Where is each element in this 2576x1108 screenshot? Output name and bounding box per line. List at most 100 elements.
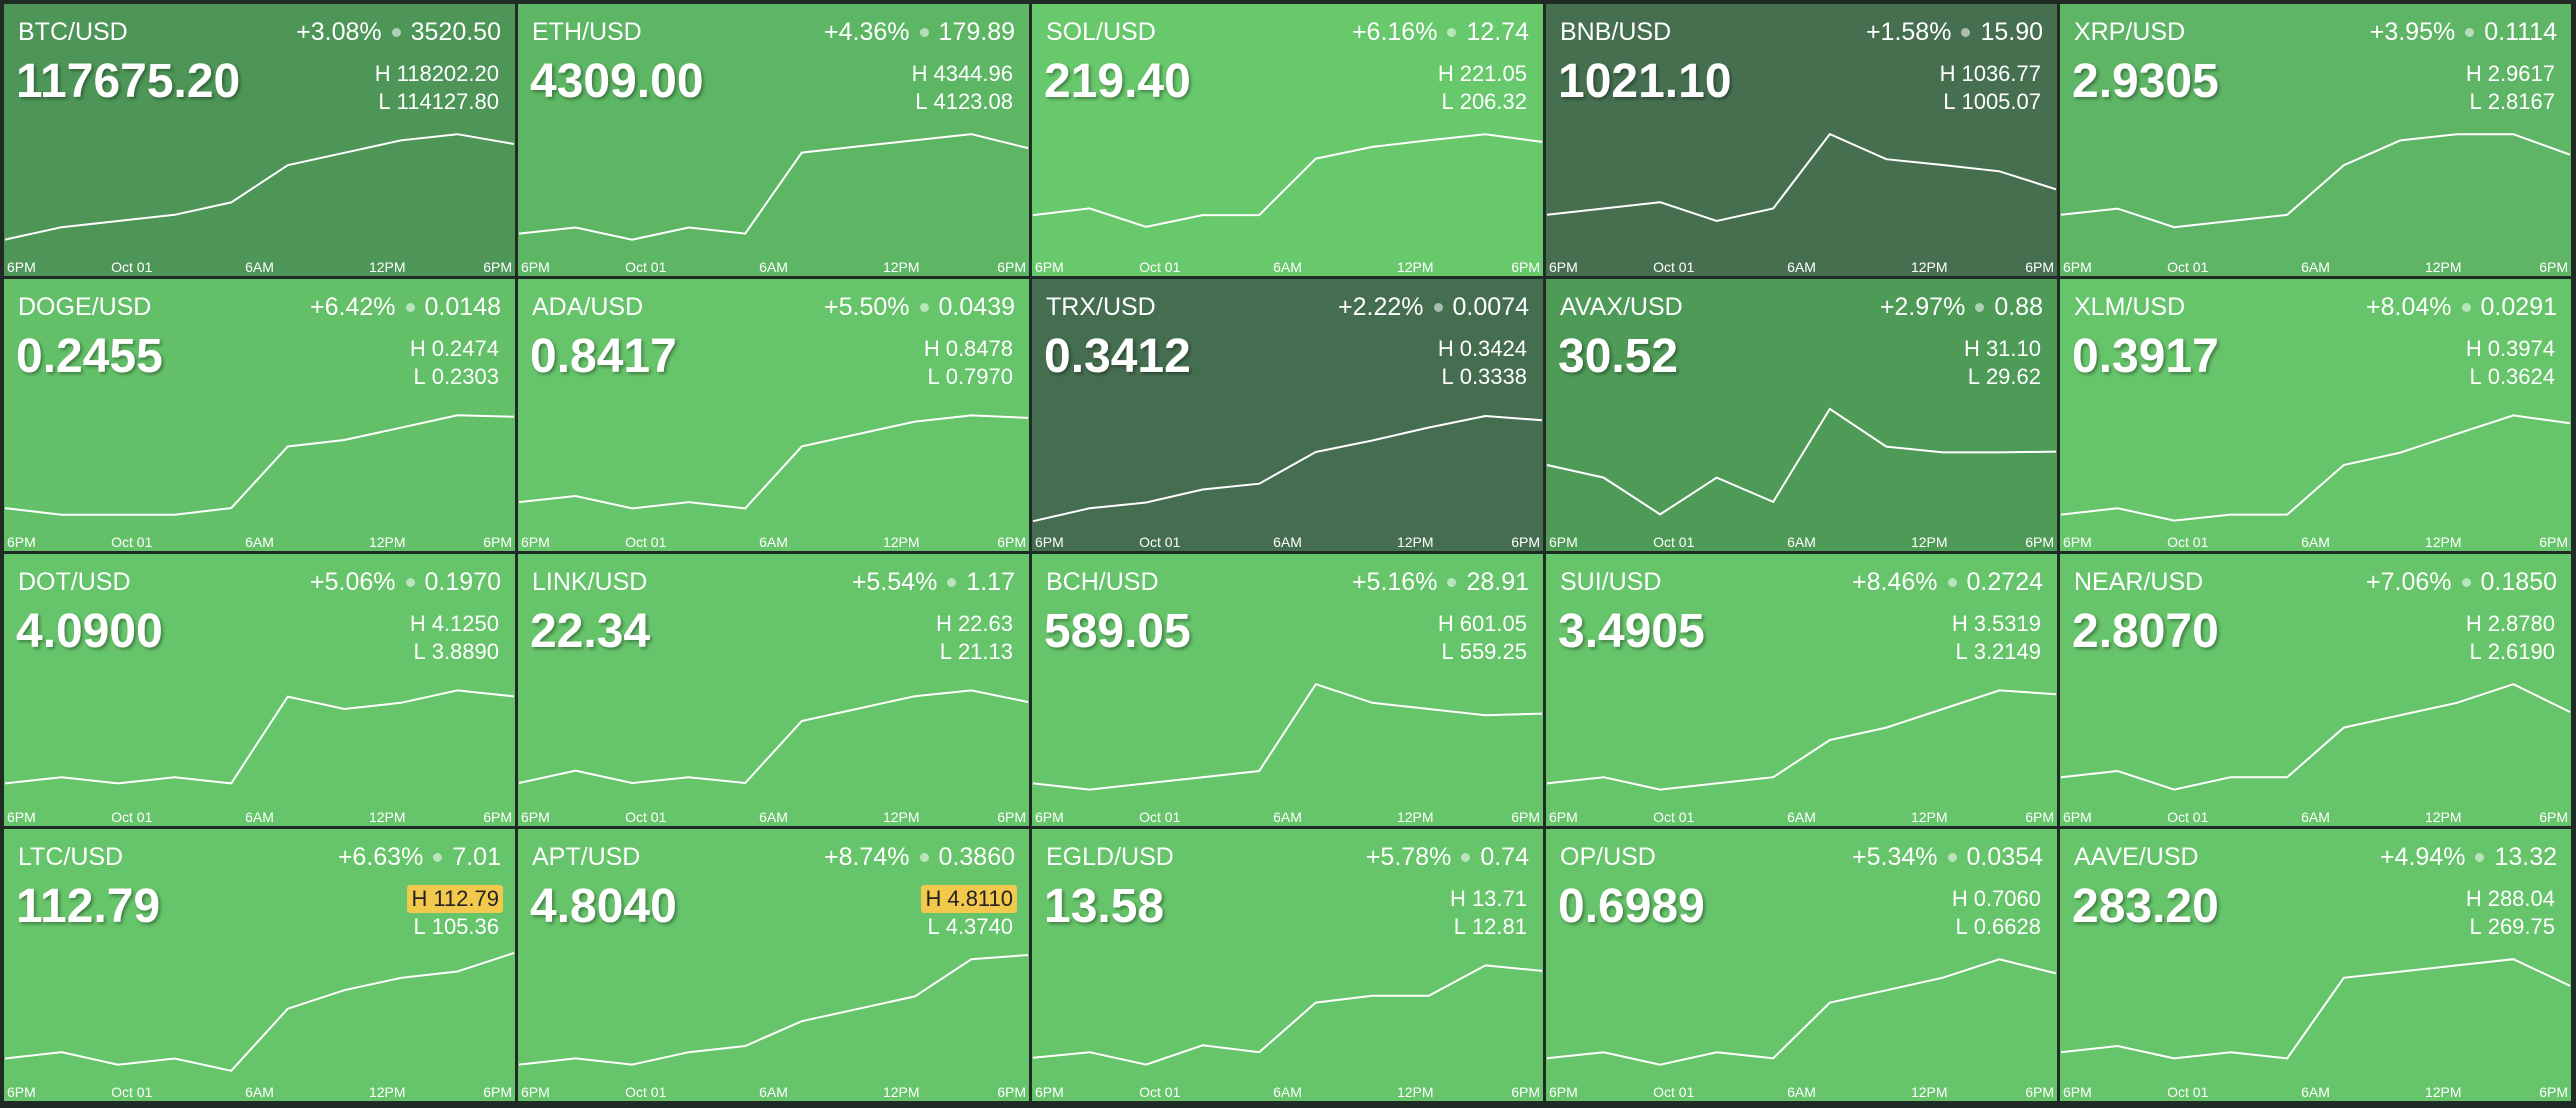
time-label: 6PM xyxy=(2025,1084,2054,1100)
change-value: 0.0148 xyxy=(424,293,501,321)
time-label: 6PM xyxy=(483,534,512,550)
change-group: +4.36% 179.89 xyxy=(824,18,1015,47)
time-label: 6PM xyxy=(7,809,36,825)
sparkline xyxy=(2060,133,2571,229)
pair-name: NEAR/USD xyxy=(2074,568,2204,596)
ticker-tile[interactable]: AAVE/USD +4.94% 13.32 283.20 H 288.04 L 269.75 6… xyxy=(2060,829,2571,1101)
high: H 1036.77 xyxy=(1936,60,2045,88)
change-group: +8.46% 0.2724 xyxy=(1852,568,2043,597)
low: L 3.2149 xyxy=(1951,638,2045,666)
ticker-tile[interactable]: ETH/USD +4.36% 179.89 4309.00 H 4344.96 L 4123.… xyxy=(518,4,1029,276)
high-prefix: H xyxy=(925,886,942,911)
separator-dot xyxy=(947,578,957,587)
time-label: 6AM xyxy=(245,809,274,825)
ticker-tile[interactable]: SOL/USD +6.16% 12.74 219.40 H 221.05 L 206.32 6P… xyxy=(1032,4,1543,276)
high-value: 601.05 xyxy=(1459,611,1527,636)
change-value: 0.1114 xyxy=(2484,18,2557,46)
ticker-tile[interactable]: LINK/USD +5.54% 1.17 22.34 H 22.63 L 21.13 6PM Oc… xyxy=(518,554,1029,826)
low: L 559.25 xyxy=(1437,638,1531,666)
time-label: 6PM xyxy=(1549,1084,1578,1100)
low: L 0.3624 xyxy=(2465,363,2559,391)
low-value: 4123.08 xyxy=(933,89,1013,114)
ticker-tile[interactable]: XRP/USD +3.95% 0.1114 2.9305 H 2.9617 L 2.8167 6… xyxy=(2060,4,2571,276)
change-value: 0.74 xyxy=(1480,843,1529,871)
time-label: 6PM xyxy=(2539,534,2568,550)
ticker-tile[interactable]: LTC/USD +6.63% 7.01 112.79 H 112.79 L 105.36 6PM… xyxy=(4,829,515,1101)
ticker-tile[interactable]: BTC/USD +3.08% 3520.50 117675.20 H 118202.20 L… xyxy=(4,4,515,276)
ticker-tile[interactable]: XLM/USD +8.04% 0.0291 0.3917 H 0.3974 L 0.3624 6… xyxy=(2060,279,2571,551)
ticker-tile[interactable]: DOGE/USD +6.42% 0.0148 0.2455 H 0.2474 L 0.2303… xyxy=(4,279,515,551)
price: 13.58 xyxy=(1044,880,1165,933)
high-prefix: H xyxy=(1437,336,1454,361)
ticker-tile[interactable]: APT/USD +8.74% 0.3860 4.8040 H 4.8110 L 4.3740 6… xyxy=(518,829,1029,1101)
sparkline-chart: 6PM Oct 01 6AM 12PM 6PM xyxy=(518,954,1029,1100)
time-label: Oct 01 xyxy=(625,259,666,275)
low-value: 1005.07 xyxy=(1961,89,2041,114)
pair-name: SOL/USD xyxy=(1046,18,1156,46)
ticker-tile[interactable]: DOT/USD +5.06% 0.1970 4.0900 H 4.1250 L 3.8890 6… xyxy=(4,554,515,826)
time-label: 6AM xyxy=(1787,809,1816,825)
ticker-tile[interactable]: TRX/USD +2.22% 0.0074 0.3412 H 0.3424 L 0.3338 6… xyxy=(1032,279,1543,551)
low: L 269.75 xyxy=(2465,913,2559,941)
low-value: 0.6628 xyxy=(1973,914,2041,939)
high-prefix: H xyxy=(1437,611,1454,636)
high-value: 288.04 xyxy=(2487,886,2555,911)
time-label: 6AM xyxy=(2301,534,2330,550)
ticker-tile[interactable]: AVAX/USD +2.97% 0.88 30.52 H 31.10 L 29.62 6PM Oc… xyxy=(1546,279,2057,551)
sparkline xyxy=(1546,132,2057,223)
ticker-tile[interactable]: OP/USD +5.34% 0.0354 0.6989 H 0.7060 L 0.6628 6P… xyxy=(1546,829,2057,1101)
time-label: 6PM xyxy=(1511,534,1540,550)
low: L 0.2303 xyxy=(409,363,503,391)
time-label: Oct 01 xyxy=(1139,1084,1180,1100)
ticker-tile[interactable]: SUI/USD +8.46% 0.2724 3.4905 H 3.5319 L 3.2149 6… xyxy=(1546,554,2057,826)
price: 30.52 xyxy=(1558,330,1679,383)
sparkline xyxy=(1032,133,1543,228)
time-label: Oct 01 xyxy=(2167,809,2208,825)
change-percent: +3.08% xyxy=(296,18,382,46)
high-value: 4344.96 xyxy=(933,61,1013,86)
sparkline xyxy=(2060,683,2571,791)
change-percent: +6.16% xyxy=(1351,18,1438,46)
ticker-tile[interactable]: ADA/USD +5.50% 0.0439 0.8417 H 0.8478 L 0.7970 6… xyxy=(518,279,1029,551)
sparkline xyxy=(1032,964,1543,1066)
time-label: 6AM xyxy=(759,1084,788,1100)
price: 2.8070 xyxy=(2072,605,2219,658)
change-value: 0.2724 xyxy=(1966,568,2043,596)
ticker-tile[interactable]: NEAR/USD +7.06% 0.1850 2.8070 H 2.8780 L 2.6190… xyxy=(2060,554,2571,826)
low-value: 269.75 xyxy=(2487,914,2555,939)
time-label: 6AM xyxy=(759,534,788,550)
high: H 0.8478 xyxy=(920,335,1017,363)
high-prefix: H xyxy=(1437,61,1454,86)
low: L 105.36 xyxy=(409,913,503,941)
low: L 0.7970 xyxy=(923,363,1017,391)
ticker-tile[interactable]: EGLD/USD +5.78% 0.74 13.58 H 13.71 L 12.81 6PM Oc… xyxy=(1032,829,1543,1101)
ticker-tile[interactable]: BNB/USD +1.58% 15.90 1021.10 H 1036.77 L 1005.0… xyxy=(1546,4,2057,276)
price: 0.2455 xyxy=(16,330,163,383)
time-label: 6PM xyxy=(7,534,36,550)
high-value: 118202.20 xyxy=(396,61,499,86)
change-group: +4.94% 13.32 xyxy=(2380,843,2557,872)
time-label: 6AM xyxy=(1787,259,1816,275)
high: H 288.04 xyxy=(2462,885,2559,913)
separator-dot xyxy=(1961,28,1971,37)
price: 112.79 xyxy=(16,880,161,933)
price: 283.20 xyxy=(2072,880,2219,933)
sparkline xyxy=(4,133,515,241)
time-label: 6AM xyxy=(1787,1084,1816,1100)
change-value: 0.0354 xyxy=(1966,843,2043,871)
time-label: 6AM xyxy=(245,534,274,550)
time-label: Oct 01 xyxy=(1139,534,1180,550)
high: H 2.8780 xyxy=(2462,610,2559,638)
time-label: 6AM xyxy=(2301,809,2330,825)
pair-name: OP/USD xyxy=(1560,843,1656,871)
time-label: Oct 01 xyxy=(2167,534,2208,550)
time-label: 6AM xyxy=(2301,1084,2330,1100)
ticker-tile[interactable]: BCH/USD +5.16% 28.91 589.05 H 601.05 L 559.25 6P… xyxy=(1032,554,1543,826)
time-label: 6AM xyxy=(759,809,788,825)
change-group: +6.63% 7.01 xyxy=(338,843,501,872)
high-value: 0.2474 xyxy=(431,336,499,361)
time-label: 6AM xyxy=(245,259,274,275)
low: L 4.3740 xyxy=(923,913,1017,941)
low-value: 2.6190 xyxy=(2487,639,2555,664)
change-group: +2.97% 0.88 xyxy=(1880,293,2043,322)
